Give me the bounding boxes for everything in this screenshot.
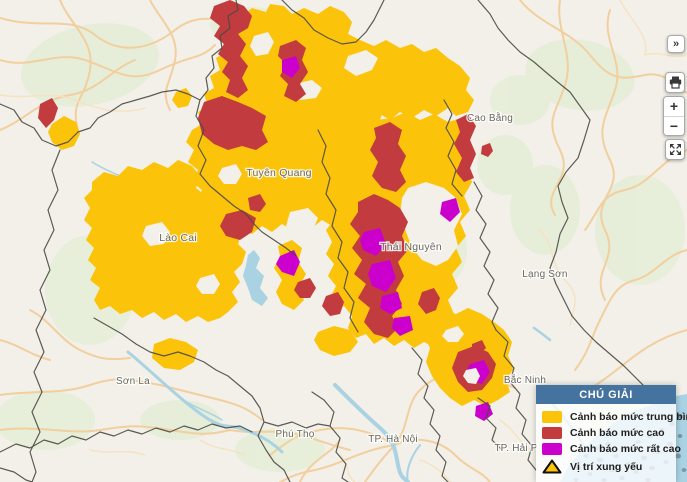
zoom-control: + − xyxy=(663,96,685,136)
map-labels: Cao Bằng Tuyên Quang Lào Cai Thái Nguyên… xyxy=(115,110,569,456)
zoom-in-button[interactable]: + xyxy=(664,97,684,116)
legend-panel: CHÚ GIẢI Cảnh báo mức trung bình Cảnh bá… xyxy=(536,385,687,482)
warning-layer-very-high xyxy=(276,56,493,421)
legend-swatch-high xyxy=(542,427,562,439)
map-label-phu-tho: Phú Thọ xyxy=(275,429,314,440)
legend-swatch-medium xyxy=(542,411,562,423)
map-label-lao-cai: Lào Cai xyxy=(159,232,197,244)
print-button[interactable] xyxy=(665,72,685,93)
warning-triangle-icon xyxy=(542,459,562,474)
warning-gap-small xyxy=(463,368,480,384)
legend-body: Cảnh báo mức trung bình Cảnh báo mức cao… xyxy=(536,404,687,482)
zoom-control-divider xyxy=(664,115,684,117)
map-label-tp-hai-p: TP. Hải P xyxy=(494,443,537,454)
legend-item-high: Cảnh báo mức cao xyxy=(542,427,668,439)
printer-icon xyxy=(669,76,681,89)
legend-item-medium: Cảnh báo mức trung bình xyxy=(542,411,687,423)
fullscreen-expand-icon xyxy=(669,144,681,155)
map-label-tp-ha-noi: TP. Hà Nội xyxy=(368,434,418,445)
legend-title: CHÚ GIẢI xyxy=(536,385,676,404)
map-label-cao-bang: Cao Bằng xyxy=(467,111,513,124)
legend-item-label: Vị trí xung yếu xyxy=(570,460,643,473)
warning-layer-high xyxy=(38,0,496,392)
admin-borders xyxy=(0,0,649,482)
legend-item-label: Cảnh báo mức cao xyxy=(570,427,665,439)
legend-item-label: Cảnh báo mức trung bình xyxy=(570,411,687,423)
map-label-bac-ninh: Bắc Ninh xyxy=(504,373,546,386)
legend-item-critical-location: Vị trí xung yếu xyxy=(542,459,668,474)
water-features xyxy=(91,90,594,482)
legend-swatch-very-high xyxy=(542,443,562,455)
fullscreen-button[interactable] xyxy=(665,139,685,160)
panel-collapse-button[interactable]: » xyxy=(667,35,685,53)
zoom-out-button[interactable]: − xyxy=(664,116,684,135)
map-label-son-la: Sơn La xyxy=(116,376,150,387)
map-label-lang-son: Lạng Sơn xyxy=(522,269,567,280)
legend-item-very-high: Cảnh báo mức rất cao xyxy=(542,443,681,455)
map-label-tuyen-quang: Tuyên Quang xyxy=(246,167,311,179)
legend-item-label: Cảnh báo mức rất cao xyxy=(570,443,681,455)
map-label-thai-nguyen: Thái Nguyên xyxy=(380,241,442,253)
